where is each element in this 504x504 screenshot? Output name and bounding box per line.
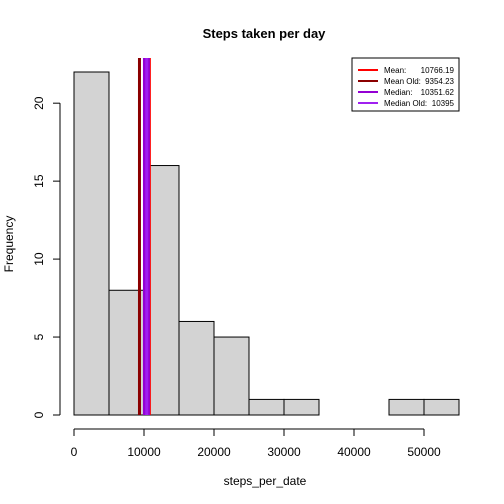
legend-value-0: 10766.19 xyxy=(421,66,455,75)
histogram-bar-0 xyxy=(73,71,110,416)
x-tick-label-1: 10000 xyxy=(127,445,161,459)
legend-label-1: Mean Old: xyxy=(384,77,421,86)
legend-value-1: 9354.23 xyxy=(425,77,454,86)
histogram-bar-3 xyxy=(178,320,215,416)
x-tick-label-5: 50000 xyxy=(407,445,441,459)
x-axis-label: steps_per_date xyxy=(224,474,307,488)
y-tick-label-4: 20 xyxy=(32,96,46,110)
x-axis: 0 10000 20000 30000 40000 50000 xyxy=(71,428,441,459)
y-tick-label-0: 0 xyxy=(32,411,46,418)
y-axis: 0 5 10 15 20 xyxy=(32,96,61,418)
reference-lines xyxy=(137,58,151,415)
histogram-bar-9 xyxy=(388,398,425,416)
y-tick-label-3: 15 xyxy=(32,174,46,188)
legend-label-2: Median: xyxy=(384,88,412,97)
legend-value-3: 10395 xyxy=(432,99,455,108)
histogram-bar-10 xyxy=(423,398,460,416)
y-tick-label-1: 5 xyxy=(32,333,46,340)
y-tick-label-2: 10 xyxy=(32,252,46,266)
x-tick-label-0: 0 xyxy=(71,445,78,459)
histogram-bar-4 xyxy=(213,336,250,416)
histogram-bar-5 xyxy=(248,398,285,416)
legend-value-2: 10351.62 xyxy=(421,88,455,97)
x-tick-label-3: 30000 xyxy=(267,445,301,459)
y-axis-label: Frequency xyxy=(2,216,16,273)
legend-label-3: Median Old: xyxy=(384,99,427,108)
histogram-bars xyxy=(73,71,460,416)
chart-title: Steps taken per day xyxy=(203,26,327,41)
legend-label-0: Mean: xyxy=(384,66,406,75)
x-tick-label-2: 20000 xyxy=(197,445,231,459)
x-tick-label-4: 40000 xyxy=(337,445,371,459)
histogram-bar-6 xyxy=(283,398,320,416)
